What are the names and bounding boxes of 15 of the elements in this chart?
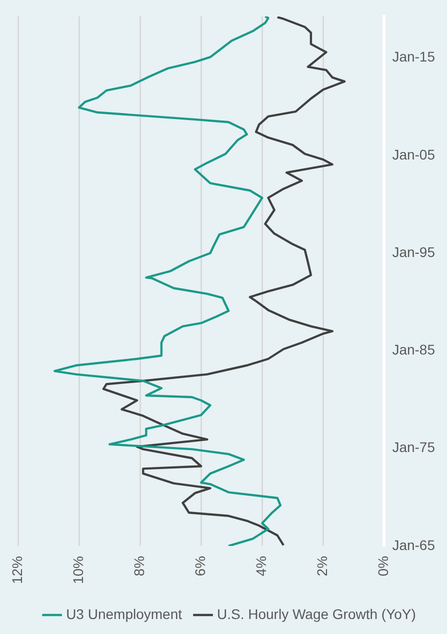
y-tick-label: Jan-75 bbox=[392, 439, 436, 456]
x-tick-label: 4% bbox=[252, 556, 269, 576]
x-tick-label: 6% bbox=[192, 556, 208, 576]
y-tick-label: Jan-15 bbox=[392, 48, 436, 65]
y-tick-label: Jan-65 bbox=[392, 536, 436, 553]
x-tick-label: 0% bbox=[375, 556, 392, 576]
x-tick-label: 8% bbox=[130, 556, 147, 576]
legend-label: U.S. Hourly Wage Growth (YoY) bbox=[217, 606, 416, 622]
legend-label: U3 Unemployment bbox=[66, 606, 182, 622]
y-tick-label: Jan-05 bbox=[392, 146, 436, 162]
x-tick-label: 10% bbox=[70, 556, 86, 584]
y-tick-label: Jan-95 bbox=[392, 244, 436, 260]
x-tick-label: 2% bbox=[314, 556, 330, 576]
x-tick-label: 12% bbox=[8, 556, 25, 584]
y-tick-label: Jan-85 bbox=[392, 342, 436, 358]
